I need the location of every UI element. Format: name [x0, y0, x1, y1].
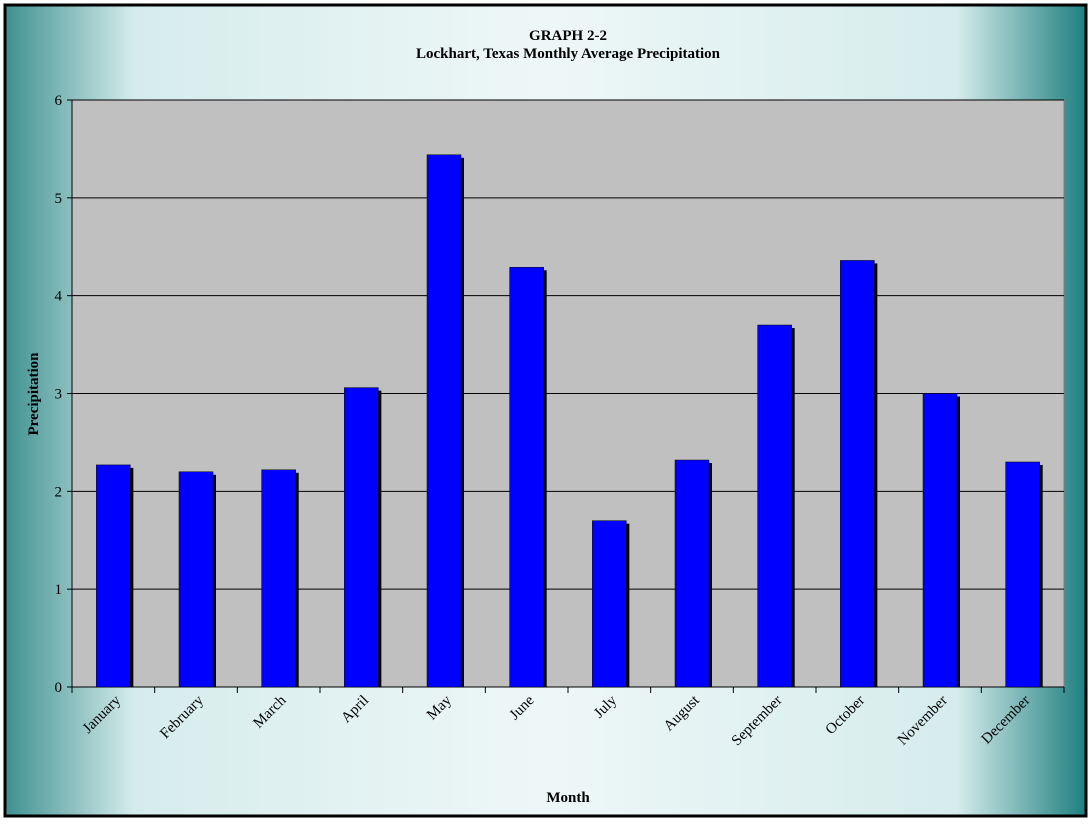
y-axis-label: Precipitation — [26, 352, 42, 436]
bar — [178, 471, 214, 688]
bar — [592, 520, 627, 688]
bar — [426, 154, 462, 688]
bar — [922, 393, 958, 688]
y-tick-label: 0 — [55, 680, 63, 696]
y-tick-label: 2 — [55, 484, 63, 500]
y-tick-label: 6 — [55, 93, 63, 109]
bar — [1005, 461, 1040, 688]
chart-subtitle: Lockhart, Texas Monthly Average Precipit… — [416, 46, 721, 62]
bar — [96, 464, 131, 688]
bar — [261, 469, 296, 688]
chart-title: GRAPH 2-2 — [529, 28, 607, 44]
bar — [344, 387, 379, 688]
y-tick-label: 5 — [55, 191, 63, 207]
bar — [674, 459, 710, 688]
y-tick-label: 4 — [55, 289, 63, 305]
bar — [840, 260, 875, 688]
x-axis-label: Month — [546, 790, 590, 806]
y-tick-label: 1 — [55, 582, 63, 598]
bar — [509, 267, 544, 688]
y-tick-label: 3 — [55, 387, 63, 403]
bar — [757, 324, 792, 688]
